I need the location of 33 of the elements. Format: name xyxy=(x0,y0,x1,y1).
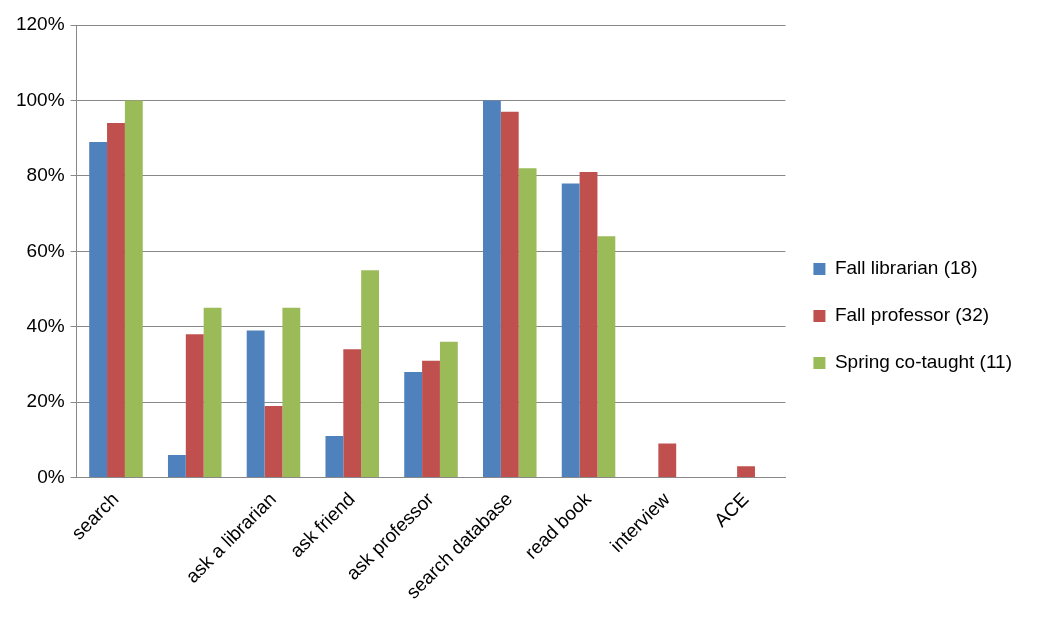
legend-label: Fall librarian (18) xyxy=(834,257,978,279)
bar xyxy=(597,236,616,478)
bar xyxy=(422,360,440,478)
bar xyxy=(264,405,283,478)
legend-label: Spring co-taught (11) xyxy=(834,351,1012,373)
bar xyxy=(737,466,755,478)
bar xyxy=(361,270,380,478)
bar xyxy=(518,168,537,478)
y-tick-label: 20% xyxy=(26,390,65,412)
y-tick-label: 120% xyxy=(15,13,65,35)
bar xyxy=(482,100,501,478)
bar xyxy=(404,371,423,478)
y-tick-label: 0% xyxy=(37,465,65,487)
y-tick-label: 100% xyxy=(15,88,65,110)
y-tick-label: 40% xyxy=(26,314,65,336)
bar xyxy=(89,141,108,478)
bar xyxy=(185,334,204,478)
bar xyxy=(561,183,580,478)
legend-label: Fall professor (32) xyxy=(834,304,990,326)
bar xyxy=(325,436,344,478)
bar xyxy=(439,341,458,478)
bar xyxy=(579,172,598,478)
bar xyxy=(167,454,186,478)
y-tick-label: 60% xyxy=(26,239,65,261)
bar xyxy=(500,111,519,478)
bar xyxy=(124,100,143,478)
y-tick-label: 80% xyxy=(26,164,65,186)
bar xyxy=(282,307,301,478)
bar xyxy=(343,349,362,478)
bar xyxy=(658,443,677,478)
bar xyxy=(246,330,265,478)
bar xyxy=(203,307,222,478)
bar xyxy=(107,123,125,478)
